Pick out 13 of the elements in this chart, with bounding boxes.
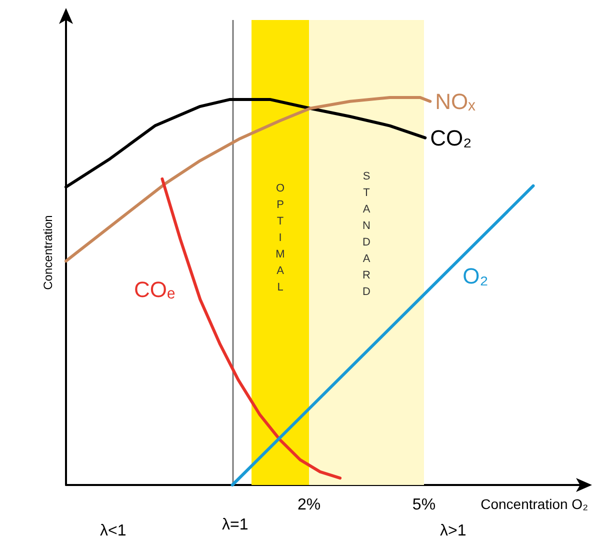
- series-label: COₑ: [134, 276, 176, 302]
- y-axis-title: Concentration: [41, 215, 55, 290]
- series-label: NOₓ: [435, 88, 476, 114]
- band-label: OPTIMAL: [276, 182, 285, 294]
- band-label: STANDARD: [362, 170, 371, 298]
- text: λ>1: [440, 522, 466, 539]
- text: λ<1: [100, 522, 126, 539]
- text: λ=1: [222, 516, 248, 534]
- series-label: O₂: [462, 263, 488, 288]
- series-label: CO₂: [430, 125, 472, 150]
- x-axis-title: Concentration O₂: [480, 496, 588, 512]
- x-tick-label: 5%: [412, 496, 436, 514]
- x-tick-label: 2%: [297, 496, 321, 514]
